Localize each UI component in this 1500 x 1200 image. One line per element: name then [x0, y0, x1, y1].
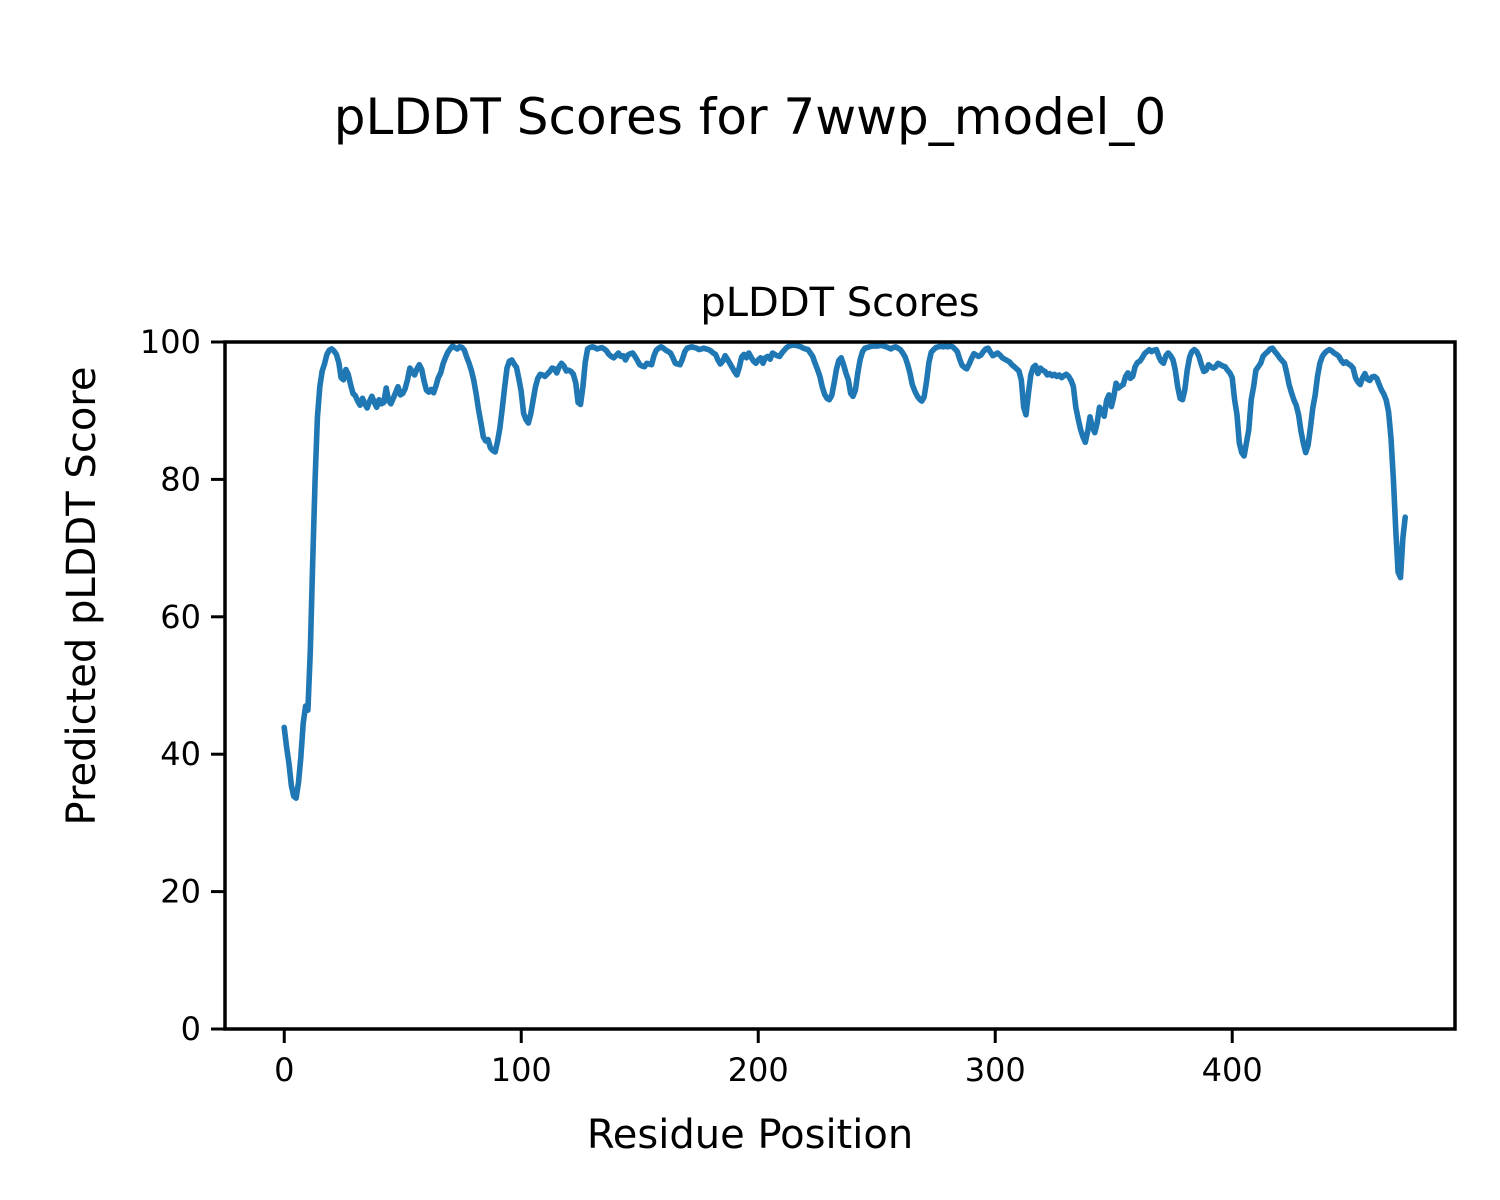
x-tick-label: 200: [728, 1051, 789, 1089]
figure-suptitle: pLDDT Scores for 7wwp_model_0: [333, 88, 1167, 146]
x-axis-label: Residue Position: [586, 1112, 914, 1158]
x-tick-label: 0: [274, 1051, 294, 1089]
y-tick-label: 40: [160, 735, 201, 773]
axes-title: pLDDT Scores: [700, 280, 980, 326]
plddt-line: [281, 341, 1408, 802]
y-tick-label: 80: [160, 460, 201, 498]
axis-ticks: [211, 340, 1234, 1043]
y-tick-label: 60: [160, 598, 201, 636]
y-tick-label: 20: [160, 873, 201, 911]
x-tick-label: 400: [1202, 1051, 1263, 1089]
axis-tick-labels: 0 100 200 300 400 0 20 40 60 80 100: [140, 323, 1263, 1089]
axes-spines: [223, 340, 1457, 1031]
x-tick-label: 100: [491, 1051, 552, 1089]
y-tick-label: 100: [140, 323, 201, 361]
y-tick-label: 0: [181, 1010, 201, 1048]
x-tick-label: 300: [965, 1051, 1026, 1089]
